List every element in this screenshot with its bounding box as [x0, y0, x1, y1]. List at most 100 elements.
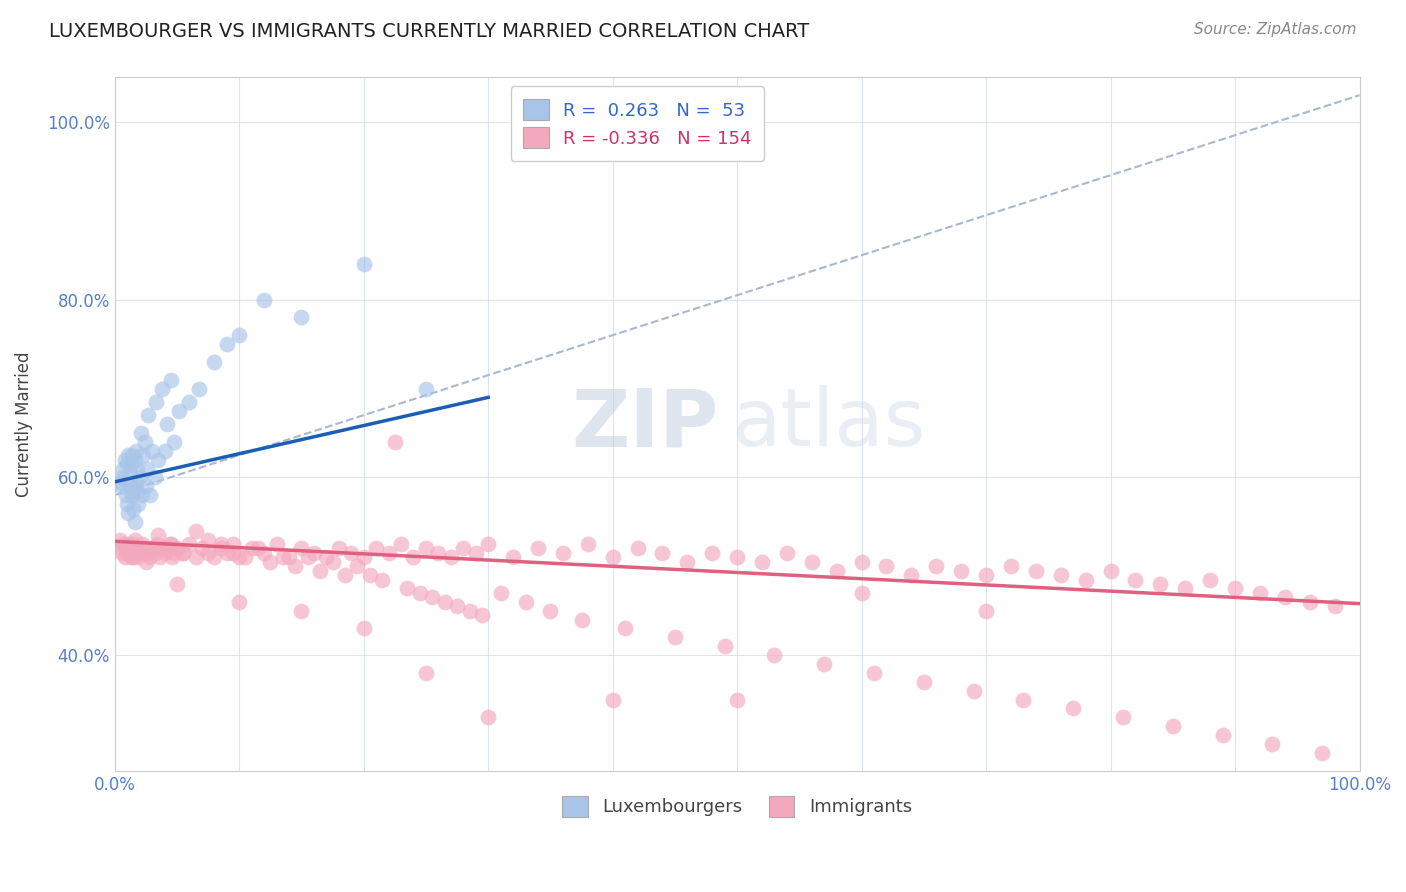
Point [197, 533, 219, 547]
Point [120, 457, 142, 471]
Point [166, 541, 188, 556]
Point [950, 564, 973, 578]
Point [163, 546, 186, 560]
Point [129, 425, 152, 440]
Point [127, 497, 149, 511]
Point [602, 550, 624, 565]
Point [114, 550, 136, 565]
Point [115, 541, 138, 556]
Point [538, 604, 561, 618]
Point [377, 546, 399, 560]
Point [156, 417, 179, 431]
Point [202, 355, 225, 369]
Point [576, 537, 599, 551]
Point [962, 683, 984, 698]
Point [134, 541, 156, 556]
Point [1149, 577, 1171, 591]
Point [222, 546, 245, 560]
Point [127, 461, 149, 475]
Point [159, 373, 181, 387]
Point [159, 537, 181, 551]
Point [141, 541, 163, 556]
Point [179, 537, 201, 551]
Point [141, 443, 163, 458]
Point [143, 546, 166, 560]
Point [136, 461, 159, 475]
Point [124, 533, 146, 547]
Point [1012, 692, 1035, 706]
Point [115, 546, 138, 560]
Point [148, 528, 170, 542]
Point [138, 488, 160, 502]
Point [446, 599, 468, 614]
Point [145, 395, 167, 409]
Point [502, 550, 524, 565]
Point [1212, 728, 1234, 742]
Point [114, 452, 136, 467]
Point [122, 483, 145, 498]
Point [112, 537, 135, 551]
Point [228, 550, 250, 565]
Point [602, 692, 624, 706]
Point [132, 448, 155, 462]
Point [389, 537, 412, 551]
Point [1125, 573, 1147, 587]
Point [440, 550, 463, 565]
Point [725, 692, 748, 706]
Point [309, 564, 332, 578]
Text: Source: ZipAtlas.com: Source: ZipAtlas.com [1194, 22, 1357, 37]
Point [489, 586, 512, 600]
Point [115, 497, 138, 511]
Point [1074, 573, 1097, 587]
Point [346, 559, 368, 574]
Point [925, 559, 948, 574]
Point [125, 546, 148, 560]
Point [1261, 737, 1284, 751]
Point [124, 452, 146, 467]
Point [384, 434, 406, 449]
Point [259, 555, 281, 569]
Point [458, 604, 481, 618]
Point [138, 408, 160, 422]
Point [371, 573, 394, 587]
Point [315, 550, 337, 565]
Point [763, 648, 786, 662]
Point [122, 501, 145, 516]
Point [125, 443, 148, 458]
Point [290, 541, 312, 556]
Point [302, 546, 325, 560]
Point [110, 479, 132, 493]
Point [271, 550, 294, 565]
Point [359, 568, 381, 582]
Point [120, 475, 142, 489]
Point [127, 550, 149, 565]
Point [118, 541, 141, 556]
Point [353, 257, 375, 271]
Point [240, 541, 263, 556]
Point [290, 310, 312, 325]
Point [110, 541, 132, 556]
Point [120, 550, 142, 565]
Point [135, 479, 157, 493]
Point [125, 475, 148, 489]
Point [215, 337, 238, 351]
Text: LUXEMBOURGER VS IMMIGRANTS CURRENTLY MARRIED CORRELATION CHART: LUXEMBOURGER VS IMMIGRANTS CURRENTLY MAR… [49, 22, 810, 41]
Point [148, 550, 170, 565]
Point [122, 550, 145, 565]
Point [246, 541, 269, 556]
Point [117, 537, 139, 551]
Point [108, 475, 131, 489]
Point [163, 434, 186, 449]
Point [284, 559, 307, 574]
Point [471, 608, 494, 623]
Point [191, 541, 214, 556]
Point [153, 546, 176, 560]
Point [278, 550, 301, 565]
Point [420, 591, 443, 605]
Point [813, 657, 835, 671]
Point [527, 541, 550, 556]
Point [124, 515, 146, 529]
Point [415, 382, 437, 396]
Point [912, 674, 935, 689]
Point [266, 537, 288, 551]
